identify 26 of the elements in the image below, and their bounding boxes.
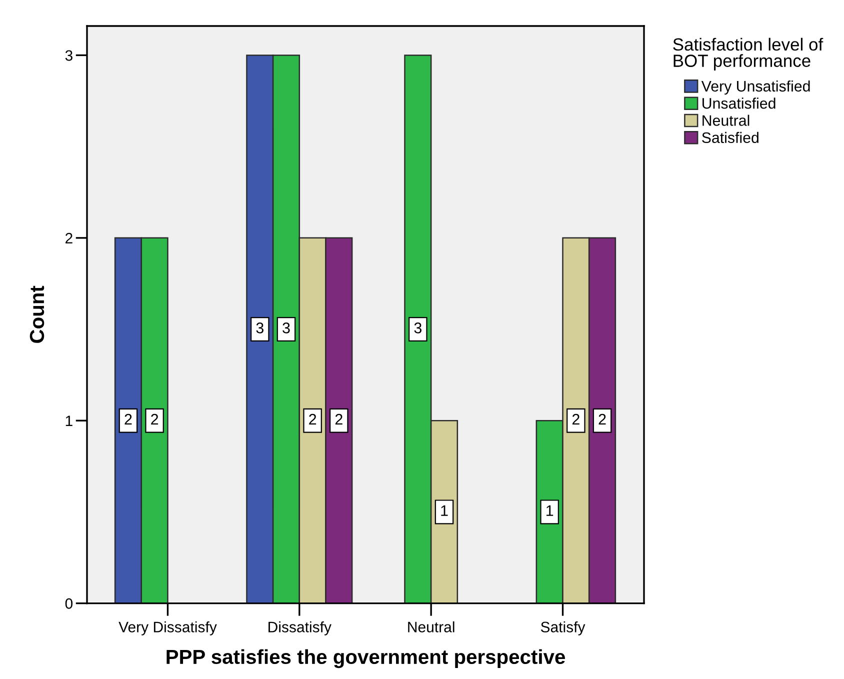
y-tick-label: 0 xyxy=(65,598,73,609)
x-tick-label: Very Dissatisfy xyxy=(118,621,217,636)
legend-title: Satisfaction level of BOT performance xyxy=(673,38,824,70)
legend-label: Satisfied xyxy=(702,132,758,144)
data-label: 2 xyxy=(572,414,580,425)
data-label: 3 xyxy=(414,322,422,334)
data-label: 3 xyxy=(282,322,290,334)
data-label: 3 xyxy=(256,322,264,334)
x-tick-label: Dissatisfy xyxy=(268,621,332,636)
data-label: 2 xyxy=(151,414,158,425)
data-label: 2 xyxy=(309,414,316,425)
x-tick-label: Satisfy xyxy=(540,621,586,636)
data-label: 2 xyxy=(335,414,342,425)
data-label: 2 xyxy=(598,414,606,425)
legend-label: Neutral xyxy=(702,114,750,126)
x-tick-label: Neutral xyxy=(408,621,454,632)
data-label: 2 xyxy=(124,414,132,425)
legend-label: Unsatisfied xyxy=(702,98,776,109)
y-axis-title: Count xyxy=(30,286,44,343)
y-tick-label: 2 xyxy=(66,232,72,244)
y-tick-label: 1 xyxy=(66,416,72,426)
x-axis-title: PPP satisfies the government perspective xyxy=(166,649,565,668)
legend-label: Very Unsatisfied xyxy=(701,80,810,95)
data-label: 1 xyxy=(441,505,448,516)
y-tick-label: 3 xyxy=(65,50,72,61)
data-label: 1 xyxy=(546,505,554,516)
